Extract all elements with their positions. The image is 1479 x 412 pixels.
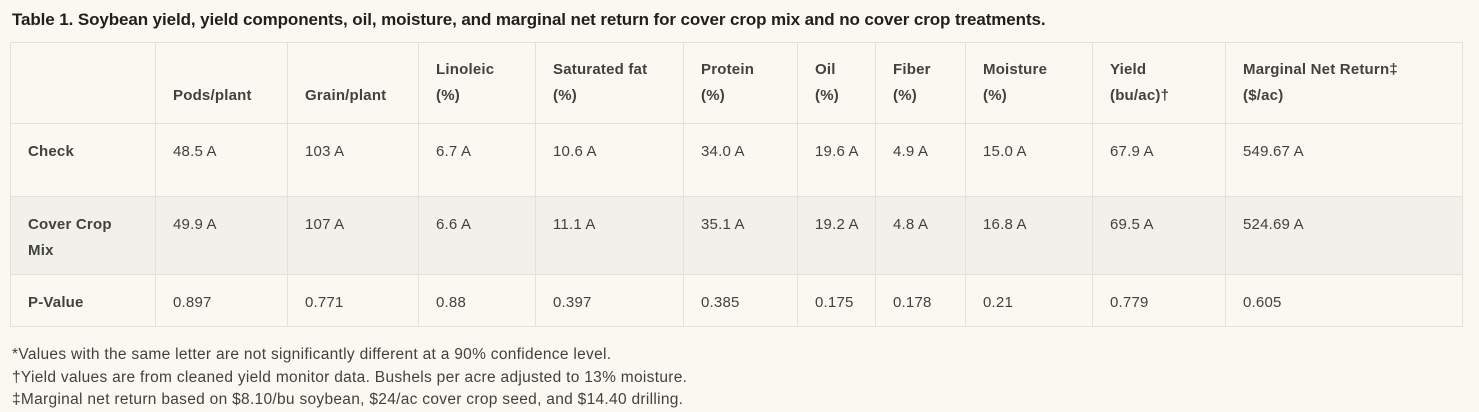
- header-label: Fiber: [893, 61, 931, 78]
- row-label: Check: [10, 123, 156, 197]
- footnote-yield-data: †Yield values are from cleaned yield mon…: [12, 368, 688, 386]
- table-cell: 0.779: [1092, 274, 1226, 327]
- table-row-p-value: P-Value 0.897 0.771 0.88 0.397 0.385 0.1…: [10, 274, 1463, 327]
- table-cell: 48.5 A: [155, 123, 288, 197]
- table-cell: 524.69 A: [1225, 196, 1463, 275]
- header-fiber: Fiber (%): [875, 42, 966, 124]
- table-cell: 0.385: [683, 274, 798, 327]
- header-label: Moisture: [983, 61, 1048, 78]
- header-yield: Yield (bu/ac)†: [1092, 42, 1226, 124]
- footnote-significance: *Values with the same letter are not sig…: [12, 346, 612, 363]
- table-cell: 19.2 A: [797, 196, 876, 275]
- header-label: Oil: [815, 61, 836, 78]
- table-cell: 0.21: [965, 274, 1093, 327]
- table-cell: 4.9 A: [875, 123, 966, 197]
- header-oil: Oil (%): [797, 42, 876, 124]
- header-saturated-fat: Saturated fat (%): [535, 42, 684, 124]
- row-label: Cover Crop Mix: [10, 196, 156, 275]
- table-cell: 0.605: [1225, 274, 1463, 327]
- header-label: Saturated fat: [553, 61, 648, 78]
- data-table: Pods/plant Grain/plant Linoleic (%) Satur…: [10, 42, 1463, 327]
- table-cell: 0.88: [418, 274, 536, 327]
- table-cell: 16.8 A: [965, 196, 1093, 275]
- header-unit: (%): [893, 87, 917, 104]
- header-unit: (%): [436, 87, 460, 104]
- header-label: Protein: [701, 61, 755, 78]
- header-unit: (%): [815, 87, 839, 104]
- header-unit: (bu/ac)†: [1110, 87, 1170, 104]
- header-unit: (%): [983, 87, 1007, 104]
- header-moisture: Moisture (%): [965, 42, 1093, 124]
- table-cell: 0.897: [155, 274, 288, 327]
- table-cell: 103 A: [287, 123, 419, 197]
- table-cell: 67.9 A: [1092, 123, 1226, 197]
- table-cell: 0.175: [797, 274, 876, 327]
- table-cell: 6.7 A: [418, 123, 536, 197]
- table-cell: 107 A: [287, 196, 419, 275]
- header-unit: (%): [701, 87, 725, 104]
- header-label: Grain/plant: [305, 87, 387, 104]
- header-row: Pods/plant Grain/plant Linoleic (%) Satur…: [10, 42, 1463, 124]
- header-linoleic: Linoleic (%): [418, 42, 536, 124]
- table-cell: 549.67 A: [1225, 123, 1463, 197]
- header-label: Pods/plant: [173, 87, 252, 104]
- table-cell: 19.6 A: [797, 123, 876, 197]
- table-cell: 0.397: [535, 274, 684, 327]
- header-label: Marginal Net Return‡: [1243, 61, 1398, 78]
- footnote-marginal-return: ‡Marginal net return based on $8.10/bu s…: [12, 391, 684, 408]
- table-cell: 35.1 A: [683, 196, 798, 275]
- table-title: Table 1. Soybean yield, yield components…: [12, 10, 1046, 29]
- table-cell: 4.8 A: [875, 196, 966, 275]
- header-label: Yield: [1110, 61, 1147, 78]
- table-cell: 6.6 A: [418, 196, 536, 275]
- table-cell: 15.0 A: [965, 123, 1093, 197]
- table-cell: 69.5 A: [1092, 196, 1226, 275]
- header-protein: Protein (%): [683, 42, 798, 124]
- table-cell: 10.6 A: [535, 123, 684, 197]
- table-cell: 0.178: [875, 274, 966, 327]
- table-cell: 34.0 A: [683, 123, 798, 197]
- table-row-check: Check 48.5 A 103 A 6.7 A 10.6 A 34.0 A 1…: [10, 123, 1463, 197]
- header-label: Linoleic: [436, 61, 495, 78]
- header-pods-plant: Pods/plant: [155, 42, 288, 124]
- row-label: P-Value: [10, 274, 156, 327]
- header-treatment: [10, 42, 156, 124]
- header-unit: (%): [553, 87, 577, 104]
- header-grain-plant: Grain/plant: [287, 42, 419, 124]
- table-cell: 11.1 A: [535, 196, 684, 275]
- header-marginal-net-return: Marginal Net Return‡ ($/ac): [1225, 42, 1463, 124]
- table-cell: 0.771: [287, 274, 419, 327]
- header-unit: ($/ac): [1243, 87, 1284, 104]
- table-cell: 49.9 A: [155, 196, 288, 275]
- footnotes: *Values with the same letter are not sig…: [12, 344, 1469, 412]
- table-row-cover-crop-mix: Cover Crop Mix 49.9 A 107 A 6.6 A 11.1 A…: [10, 196, 1463, 275]
